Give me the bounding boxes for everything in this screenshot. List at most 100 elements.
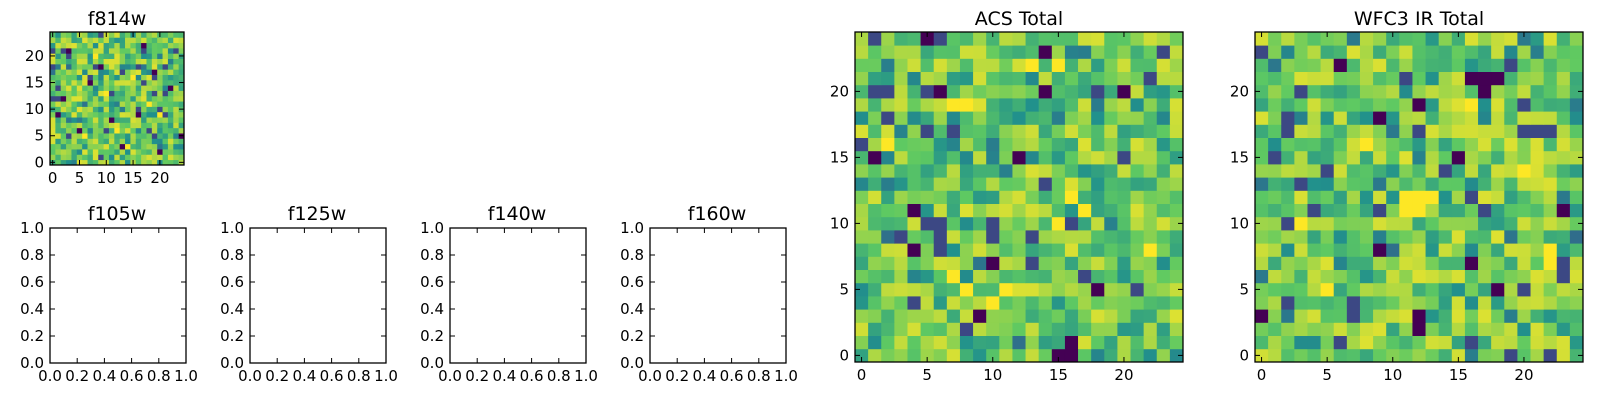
heatmap-cell xyxy=(146,74,153,81)
heatmap-cell xyxy=(1556,45,1571,59)
heatmap-cell xyxy=(60,69,67,75)
heatmap-cell xyxy=(1438,309,1453,323)
heatmap-cell xyxy=(1307,150,1321,165)
panel-f105w: f105w 0.0 0.2 0.4 0.6 0.8 1.00.00.20.40.60.81… xyxy=(20,203,198,385)
heatmap-cell xyxy=(1268,124,1282,138)
heatmap-cell xyxy=(1025,164,1040,178)
heatmap-cell xyxy=(1130,348,1145,363)
heatmap-cell xyxy=(167,133,174,139)
heatmap-cell xyxy=(50,58,56,65)
heatmap-cell xyxy=(1064,309,1079,323)
heatmap-cell xyxy=(1569,243,1584,257)
heatmap-cell xyxy=(103,85,110,91)
heatmap-cell xyxy=(1051,348,1066,363)
heatmap-cell xyxy=(1051,309,1066,323)
heatmap-cell xyxy=(1143,348,1158,363)
heatmap-cell xyxy=(1320,177,1335,191)
heatmap-cell xyxy=(141,85,147,91)
heatmap-cell xyxy=(55,133,62,139)
heatmap-cell xyxy=(71,122,78,129)
heatmap-cell xyxy=(1491,58,1505,72)
heatmap-cell xyxy=(92,127,99,134)
heatmap-cell xyxy=(167,79,174,86)
heatmap-cell xyxy=(1117,296,1131,310)
heatmap-cell xyxy=(173,106,180,113)
heatmap-cell xyxy=(76,58,83,65)
heatmap-cell xyxy=(82,90,88,97)
x-tick-label: 0.6 xyxy=(320,367,344,385)
heatmap-cell xyxy=(1294,348,1308,363)
heatmap-cell xyxy=(60,106,67,113)
heatmap-cell xyxy=(151,101,158,107)
heatmap-cell xyxy=(66,149,72,155)
heatmap-cell xyxy=(855,111,869,125)
heatmap-cell xyxy=(1517,348,1531,363)
heatmap-cell xyxy=(1307,216,1321,231)
heatmap-cell xyxy=(76,149,83,155)
heatmap-cell xyxy=(125,138,131,145)
heatmap-cell xyxy=(92,42,99,49)
heatmap-cell xyxy=(1156,190,1171,204)
heatmap-cell xyxy=(173,154,180,161)
heatmap-cell xyxy=(50,122,56,129)
heatmap-cell xyxy=(1051,177,1066,191)
heatmap-cell xyxy=(92,85,99,91)
heatmap-cell xyxy=(1412,203,1426,218)
heatmap-cell xyxy=(1478,309,1492,323)
heatmap-cell xyxy=(108,69,115,75)
heatmap-cell xyxy=(1333,282,1348,297)
x-tick-label: 0 xyxy=(1257,366,1267,384)
heatmap-cell xyxy=(66,37,72,44)
heatmap-cell xyxy=(907,84,921,99)
heatmap-cell xyxy=(1064,322,1079,336)
heatmap-cell xyxy=(959,348,974,363)
heatmap-cell xyxy=(135,32,142,38)
heatmap-cell xyxy=(1038,256,1053,270)
heatmap-cell xyxy=(82,58,88,65)
heatmap-cell xyxy=(1464,84,1479,99)
heatmap-cell xyxy=(1451,282,1466,297)
heatmap-cell xyxy=(1346,190,1361,204)
heatmap-cell xyxy=(946,296,961,310)
heatmap-cell xyxy=(881,203,895,218)
heatmap-cell xyxy=(66,63,72,70)
heatmap-cell xyxy=(1268,45,1282,59)
heatmap-cell xyxy=(1117,111,1131,125)
heatmap-cell xyxy=(178,37,185,44)
heatmap-cell xyxy=(959,282,974,297)
heatmap-cells xyxy=(855,32,1184,363)
heatmap-cell xyxy=(920,243,935,257)
heatmap-cell xyxy=(92,138,99,145)
heatmap-cell xyxy=(1104,98,1118,112)
heatmap-cell xyxy=(1399,150,1413,165)
x-tick-label: 0.2 xyxy=(65,367,89,385)
heatmap-cell xyxy=(1281,137,1295,152)
axes-frame xyxy=(49,31,185,166)
heatmap-cell xyxy=(92,69,99,75)
heatmap-cell xyxy=(1333,111,1348,125)
heatmap-cell xyxy=(907,32,921,46)
heatmap-cell xyxy=(167,58,174,65)
heatmap-cell xyxy=(1412,256,1426,270)
y-tick-label: 0.0 xyxy=(220,354,244,372)
heatmap-cell xyxy=(1346,124,1361,138)
heatmap-cell xyxy=(868,309,882,323)
heatmap-cell xyxy=(1451,71,1466,86)
heatmap-cell xyxy=(1012,137,1026,152)
heatmap-cell xyxy=(1359,203,1374,218)
heatmap-cell xyxy=(1412,230,1426,244)
heatmap-cell xyxy=(855,58,869,72)
heatmap-cell xyxy=(894,164,908,178)
heatmap-cell xyxy=(946,84,961,99)
heatmap-cell xyxy=(855,71,869,86)
heatmap-cell xyxy=(98,90,104,97)
heatmap-cell xyxy=(167,63,174,70)
heatmap-cell xyxy=(141,69,147,75)
heatmap-cell xyxy=(1333,164,1348,178)
heatmap-cell xyxy=(1320,32,1335,46)
heatmap-cell xyxy=(1333,124,1348,138)
heatmap-cell xyxy=(151,159,158,166)
heatmap-cell xyxy=(946,150,961,165)
heatmap-cell xyxy=(98,32,104,38)
